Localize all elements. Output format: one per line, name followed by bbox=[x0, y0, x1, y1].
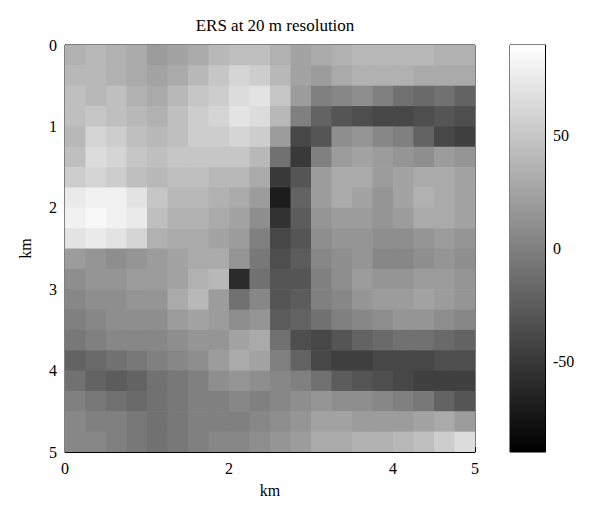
svg-text:km: km bbox=[17, 238, 34, 259]
svg-text:km: km bbox=[260, 482, 281, 499]
svg-text:2: 2 bbox=[225, 460, 233, 477]
svg-text:1: 1 bbox=[49, 118, 57, 135]
svg-text:0: 0 bbox=[49, 37, 57, 54]
svg-text:0: 0 bbox=[61, 460, 69, 477]
svg-text:4: 4 bbox=[389, 460, 397, 477]
svg-text:ERS at 20 m resolution: ERS at 20 m resolution bbox=[196, 16, 355, 35]
svg-text:0: 0 bbox=[553, 240, 561, 257]
svg-text:-50: -50 bbox=[553, 353, 574, 370]
svg-text:2: 2 bbox=[49, 199, 57, 216]
svg-text:5: 5 bbox=[471, 460, 479, 477]
svg-text:5: 5 bbox=[49, 444, 57, 461]
svg-text:50: 50 bbox=[553, 127, 569, 144]
svg-text:4: 4 bbox=[49, 362, 57, 379]
svg-text:3: 3 bbox=[49, 281, 57, 298]
